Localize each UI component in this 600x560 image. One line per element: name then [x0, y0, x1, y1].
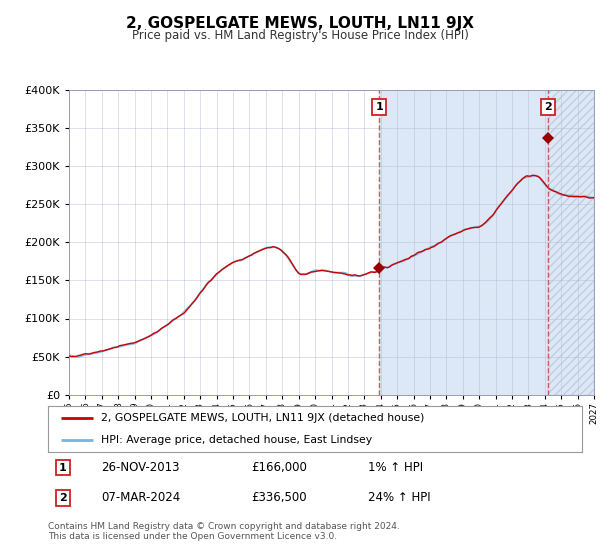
Text: 1: 1 — [59, 463, 67, 473]
Text: 07-MAR-2024: 07-MAR-2024 — [101, 491, 181, 504]
Bar — [548, 90, 594, 395]
Text: 1: 1 — [375, 102, 383, 112]
Bar — [379, 90, 548, 395]
Bar — [548, 90, 594, 395]
Text: 2: 2 — [544, 102, 551, 112]
Text: £166,000: £166,000 — [251, 461, 307, 474]
Text: 2, GOSPELGATE MEWS, LOUTH, LN11 9JX: 2, GOSPELGATE MEWS, LOUTH, LN11 9JX — [126, 16, 474, 31]
Text: Contains HM Land Registry data © Crown copyright and database right 2024.
This d: Contains HM Land Registry data © Crown c… — [48, 522, 400, 542]
Text: Price paid vs. HM Land Registry's House Price Index (HPI): Price paid vs. HM Land Registry's House … — [131, 29, 469, 42]
Text: 2, GOSPELGATE MEWS, LOUTH, LN11 9JX (detached house): 2, GOSPELGATE MEWS, LOUTH, LN11 9JX (det… — [101, 413, 425, 423]
Text: 26-NOV-2013: 26-NOV-2013 — [101, 461, 180, 474]
Text: 2: 2 — [59, 493, 67, 503]
Text: HPI: Average price, detached house, East Lindsey: HPI: Average price, detached house, East… — [101, 435, 373, 445]
Text: £336,500: £336,500 — [251, 491, 307, 504]
Text: 1% ↑ HPI: 1% ↑ HPI — [368, 461, 424, 474]
Text: 24% ↑ HPI: 24% ↑ HPI — [368, 491, 431, 504]
